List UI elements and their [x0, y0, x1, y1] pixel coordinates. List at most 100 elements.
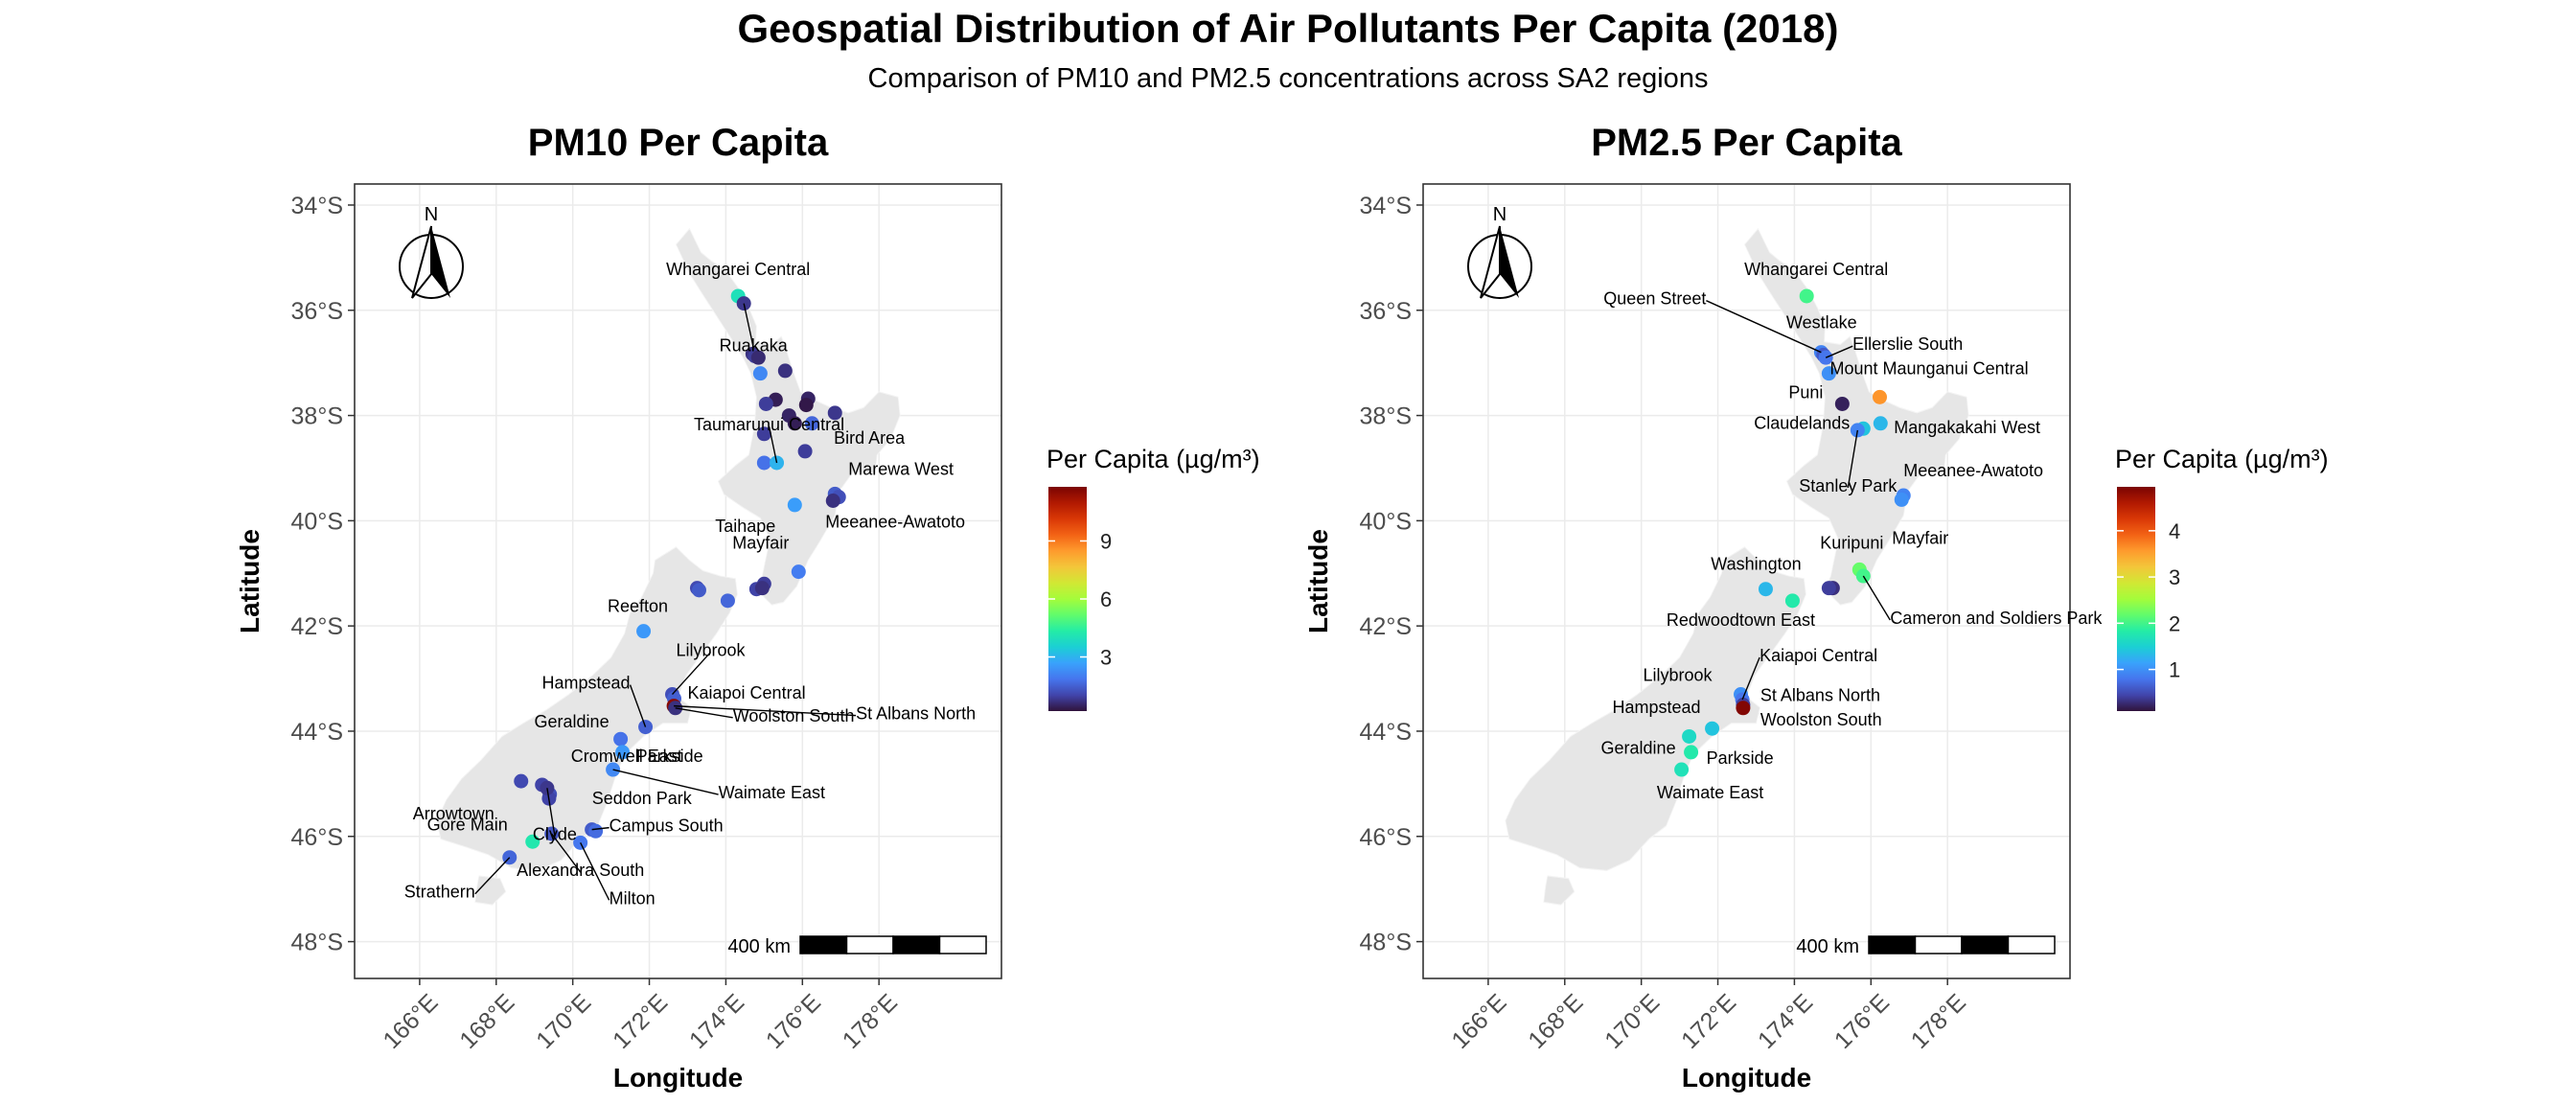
data-point — [825, 494, 840, 509]
point-label: Reefton — [608, 597, 668, 616]
point-label: Waimate East — [1657, 783, 1763, 802]
legend-tick-label: 6 — [1100, 587, 1112, 611]
x-tick-label: 172°E — [1676, 989, 1741, 1054]
data-point — [1872, 389, 1887, 404]
point-label: Queen Street — [1603, 289, 1706, 309]
y-tick-label: 40°S — [291, 508, 343, 535]
data-point — [1821, 581, 1836, 596]
y-tick-label: 48°S — [1360, 930, 1412, 956]
data-point — [615, 745, 631, 760]
y-axis-label: Latitude — [1303, 529, 1333, 633]
x-tick-label: 168°E — [454, 989, 519, 1054]
x-tick-label: 172°E — [608, 989, 673, 1054]
data-point — [758, 396, 773, 411]
point-label: Ruakaka — [720, 336, 789, 356]
label-leader — [551, 833, 582, 873]
x-tick-label: 174°E — [684, 989, 749, 1054]
point-label: Westlake — [1786, 312, 1857, 332]
data-point — [798, 398, 814, 413]
point-label: Strathern — [404, 883, 475, 902]
label-leader — [591, 826, 610, 831]
scale-bar-segment — [845, 935, 894, 954]
scale-bar-segment — [1914, 935, 1963, 954]
data-point — [1682, 728, 1697, 744]
data-point — [791, 564, 806, 580]
data-point — [1799, 288, 1814, 304]
point-label: Clyde — [533, 824, 577, 843]
point-label: Milton — [610, 888, 656, 908]
data-point — [1873, 416, 1888, 431]
label-leader — [546, 788, 556, 837]
y-tick-label: 40°S — [1360, 508, 1412, 535]
x-tick-label: 176°E — [1829, 989, 1895, 1054]
data-point — [720, 593, 735, 609]
data-point — [787, 497, 802, 513]
north-arrow-icon: N — [1467, 204, 1532, 299]
panel-border — [354, 183, 1002, 979]
x-tick-label: 168°E — [1523, 989, 1588, 1054]
legend-tick-label: 1 — [2169, 658, 2180, 682]
x-tick-label: 178°E — [838, 989, 903, 1054]
legend-tick-label: 4 — [2169, 519, 2180, 543]
point-label: Gore Main — [427, 815, 508, 834]
panel-pm25: PM2.5 Per Capita 34°S 36°S 38°S 40°S 42°S 44°S… — [1303, 122, 2329, 1092]
panel-title: PM10 Per Capita — [528, 122, 829, 164]
point-label: Kaiapoi Central — [688, 683, 806, 702]
scale-bar: 400 km — [1796, 935, 2056, 957]
data-point — [613, 731, 629, 747]
label-leader — [743, 303, 754, 348]
label-leader — [629, 684, 647, 727]
point-labels: Whangarei Central Ruakaka Bird Area Marewa … — [404, 260, 976, 908]
data-point — [777, 363, 793, 379]
point-label: Parkside — [1707, 748, 1774, 768]
point-label: Puni — [1788, 382, 1823, 402]
point-label: Taumarunui Central — [694, 415, 844, 434]
label-leader — [1825, 345, 1853, 358]
point-label: Arrowtown — [413, 804, 494, 823]
x-tick-label: 166°E — [378, 989, 443, 1054]
label-leader — [1741, 656, 1760, 701]
point-label: Waimate East — [719, 783, 825, 802]
data-point — [804, 416, 819, 431]
data-point — [691, 583, 706, 598]
color-legend: Per Capita (µg/m³) 3 6 9 — [1046, 445, 1260, 711]
point-label: Geraldine — [535, 712, 610, 731]
data-points — [502, 288, 846, 865]
point-label: Meeanee-Awatoto — [825, 513, 965, 532]
point-label: Whangarei Central — [1744, 260, 1888, 279]
x-tick-label: 176°E — [761, 989, 826, 1054]
x-tick-label: 170°E — [531, 989, 596, 1054]
point-label: Mayfair — [1892, 528, 1948, 547]
panel-title: PM2.5 Per Capita — [1591, 122, 1902, 164]
north-label: N — [425, 204, 438, 225]
data-point — [514, 773, 529, 789]
point-label: Claudelands — [1754, 413, 1850, 432]
y-tick-label: 48°S — [291, 930, 343, 956]
x-axis-label: Longitude — [613, 1063, 743, 1092]
point-label: Alexandra South — [517, 861, 644, 880]
data-point — [1784, 593, 1800, 609]
x-tick-label: 178°E — [1906, 989, 1971, 1054]
point-label: Seddon Park — [592, 789, 693, 808]
y-tick-label: 34°S — [291, 193, 343, 219]
point-label: Mayfair — [732, 534, 789, 553]
y-tick-label: 34°S — [1360, 193, 1412, 219]
point-label: Lilybrook — [676, 641, 746, 660]
point-label: Whangarei Central — [666, 260, 810, 279]
legend-tick-label: 3 — [1100, 646, 1112, 670]
point-label: Kaiapoi Central — [1760, 646, 1877, 665]
point-label: Taihape — [715, 517, 775, 536]
point-label: Washington — [1711, 555, 1801, 574]
legend-colorbar — [2117, 487, 2155, 711]
data-point — [756, 455, 771, 471]
data-point — [636, 624, 652, 639]
data-point — [525, 834, 540, 849]
data-point — [1674, 762, 1690, 777]
data-point — [1834, 396, 1850, 411]
data-points — [1674, 288, 1911, 777]
y-tick-label: 44°S — [291, 719, 343, 746]
point-label: Mangakakahi West — [1894, 418, 2040, 437]
point-label: St Albans North — [856, 704, 976, 724]
panel-pm10: PM10 Per Capita 34°S 36°S 38°S 40°S 42°S 44°S 4… — [235, 122, 1260, 1092]
